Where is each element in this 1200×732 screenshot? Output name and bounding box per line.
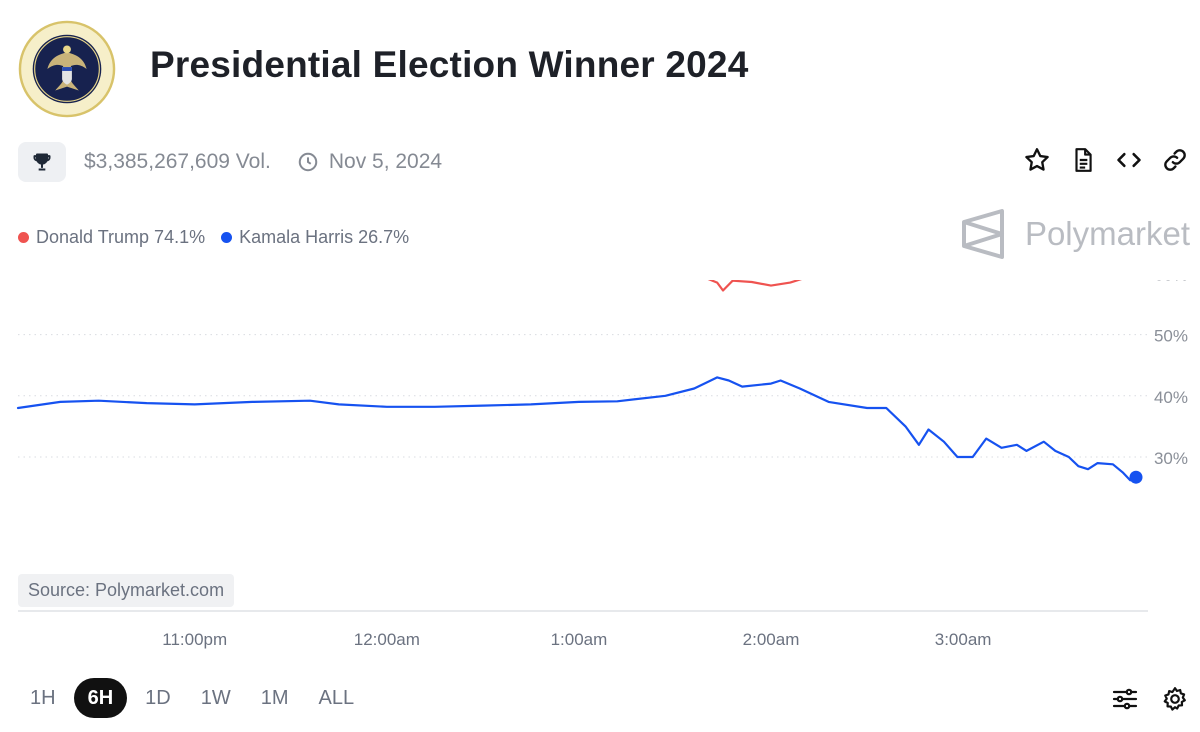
range-1d-button[interactable]: 1D	[145, 687, 171, 709]
range-1m-button[interactable]: 1M	[260, 687, 289, 709]
time-range-selector: 1H 6H 1D 1W 1M ALL	[18, 678, 366, 718]
chart-settings-button[interactable]	[1160, 684, 1190, 714]
market-meta: $3,385,267,609 Vol. Nov 5, 2024	[18, 142, 442, 182]
y-tick-label: 40%	[1154, 388, 1188, 407]
range-1h-button[interactable]: 1H	[30, 687, 56, 709]
star-icon	[1025, 148, 1049, 171]
range-all-button[interactable]: ALL	[318, 687, 355, 709]
x-tick-label: 2:00am	[743, 630, 800, 649]
legend-item-trump: Donald Trump 74.1%	[18, 227, 205, 248]
range-6h-button[interactable]: 6H	[73, 678, 128, 718]
legend-label: Kamala Harris 26.7%	[239, 227, 410, 247]
x-tick-label: 3:00am	[935, 630, 992, 649]
x-tick-label: 1:00am	[551, 630, 608, 649]
chart-legend: Donald Trump 74.1% Kamala Harris 26.7%	[18, 227, 425, 248]
market-actions	[1022, 145, 1190, 175]
range-1w-button[interactable]: 1W	[200, 687, 231, 709]
series-line-trump	[707, 280, 803, 292]
legend-dot	[221, 232, 233, 243]
chart-tools	[1110, 684, 1190, 714]
rules-button[interactable]	[1068, 145, 1098, 175]
favorite-button[interactable]	[1022, 145, 1052, 175]
document-icon	[1075, 148, 1092, 172]
x-tick-label: 12:00am	[354, 630, 420, 649]
series-line-harris	[16, 376, 1138, 482]
gear-icon	[1163, 687, 1186, 711]
legend-dot	[18, 232, 29, 243]
series-end-point-harris	[1129, 470, 1143, 484]
legend-label: Donald Trump 74.1%	[36, 227, 206, 247]
embed-button[interactable]	[1114, 145, 1144, 175]
chart-filters-button[interactable]	[1110, 684, 1140, 714]
y-tick-label: 60%	[1154, 280, 1188, 284]
source-label: Source: Polymarket.com	[18, 574, 235, 607]
presidential-seal-logo	[18, 20, 116, 118]
price-history-chart[interactable]: 30%40%50%60%70%11:00pm12:00am1:00am2:00a…	[0, 280, 1200, 660]
end-date-text: Nov 5, 2024	[328, 150, 443, 173]
trophy-badge[interactable]	[18, 142, 66, 182]
y-tick-label: 50%	[1154, 327, 1188, 346]
copy-link-button[interactable]	[1160, 145, 1190, 175]
page-title: Presidential Election Winner 2024	[150, 44, 749, 85]
x-tick-label: 11:00pm	[162, 630, 227, 649]
sliders-icon	[1112, 688, 1138, 710]
link-icon	[1164, 149, 1186, 171]
y-tick-label: 30%	[1154, 449, 1188, 468]
polymarket-watermark: Polymarket	[961, 208, 1190, 260]
brand-name: Polymarket	[1024, 215, 1190, 252]
polymarket-logo-icon	[961, 208, 1005, 260]
volume-text: $3,385,267,609 Vol.	[84, 150, 271, 173]
code-icon	[1117, 152, 1141, 168]
clock-icon	[297, 151, 319, 173]
trophy-icon	[33, 153, 51, 171]
legend-item-harris: Kamala Harris 26.7%	[221, 227, 409, 248]
